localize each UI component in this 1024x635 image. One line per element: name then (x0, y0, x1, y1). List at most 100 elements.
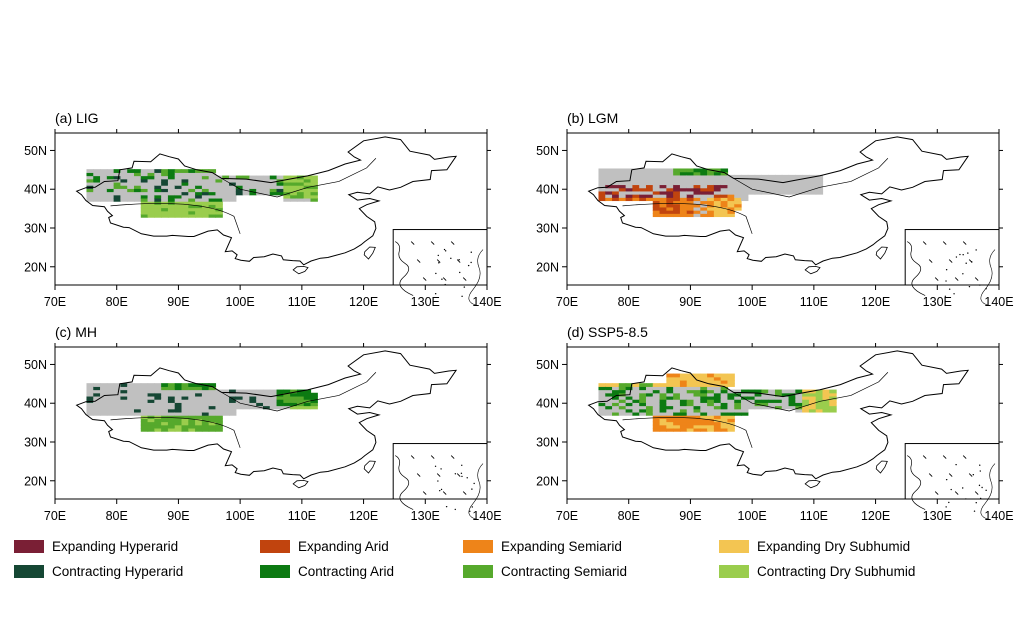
taiwan-outline (363, 460, 376, 474)
dryland-cell (802, 405, 810, 410)
dryland-cell (598, 411, 606, 416)
dryland-cell (693, 203, 701, 208)
dryland-cell (618, 178, 627, 182)
dryland-cell (147, 181, 155, 186)
province-boundary (622, 417, 753, 448)
dryland-cell (249, 399, 257, 403)
dryland-cell (666, 418, 674, 423)
dryland-cell (768, 174, 776, 179)
dryland-cell (673, 395, 681, 400)
dryland-cell (686, 383, 695, 387)
dryland-cell (612, 399, 620, 403)
dryland-cell (106, 408, 115, 413)
legend-item-contracting-arid: Contracting Arid (260, 561, 394, 581)
dryland-cell (167, 421, 176, 426)
dryland-cell (167, 389, 176, 394)
dryland-cell (693, 392, 701, 397)
dryland-cell (269, 402, 278, 407)
dryland-cell (686, 395, 695, 400)
dryland-cell (795, 389, 803, 394)
dryland-cell (707, 197, 715, 202)
dryland-cell (673, 210, 681, 214)
dryland-cell (310, 178, 318, 183)
dryland-cell (598, 168, 606, 173)
dryland-cell (93, 185, 101, 189)
dryland-cell (140, 415, 149, 419)
dryland-cell (208, 411, 217, 416)
dryland-cell (127, 395, 135, 400)
dryland-cell (86, 386, 94, 391)
dryland-cell (679, 386, 688, 391)
dryland-cell (802, 181, 810, 186)
dryland-cell (201, 213, 210, 218)
legend-swatch (260, 564, 290, 578)
dryland-cell (256, 175, 264, 180)
dryland-cell (686, 203, 695, 208)
dryland-cell (808, 178, 817, 182)
province-boundary (733, 157, 889, 198)
dryland-cell (659, 386, 667, 391)
dryland-cell (774, 399, 783, 403)
dryland-cell (296, 399, 305, 403)
lon-tick-label: 130E (923, 509, 952, 523)
dryland-cell (666, 187, 674, 192)
dryland-cell (802, 399, 810, 403)
dryland-cell (133, 386, 142, 391)
dryland-cell (296, 395, 305, 400)
dryland-cell (788, 402, 796, 407)
dryland-cell (666, 427, 674, 432)
taiwan-outline (363, 246, 376, 260)
dryland-cell (174, 408, 183, 413)
dryland-cell (167, 402, 176, 407)
dryland-cell (720, 427, 729, 432)
dryland-cell (707, 386, 715, 391)
dryland-cell (625, 171, 634, 176)
dryland-cell (140, 172, 149, 177)
dryland-cell (652, 203, 661, 208)
dryland-cell (161, 210, 169, 215)
dryland-cell (147, 427, 155, 432)
dryland-cell (201, 188, 210, 193)
dryland-cell (747, 395, 756, 400)
dryland-cell (181, 197, 189, 202)
dryland-cell (822, 392, 830, 397)
dryland-cell (93, 175, 101, 180)
dryland-cell (632, 171, 640, 176)
dryland-cell (154, 191, 162, 196)
dryland-cell (761, 174, 769, 179)
dryland-cell (120, 197, 128, 202)
dryland-cell (598, 190, 606, 195)
dryland-cell (154, 210, 162, 215)
dryland-cell (652, 386, 661, 391)
dryland-cell (632, 197, 640, 202)
dryland-cell (618, 174, 627, 179)
dryland-cell (673, 373, 681, 378)
dryland-cell (147, 418, 155, 423)
dryland-cell (100, 178, 108, 183)
dryland-cell (666, 178, 674, 182)
dryland-cell (605, 395, 613, 400)
dryland-cell (693, 187, 701, 192)
dryland-cell (167, 188, 176, 193)
dryland-cell (262, 405, 271, 410)
lon-tick-label: 90E (679, 509, 701, 523)
dryland-cell (167, 204, 176, 209)
dryland-cell (686, 411, 695, 416)
dryland-cell (310, 197, 318, 202)
dryland-cell (296, 405, 305, 410)
dryland-cell (652, 171, 661, 176)
dryland-cell (188, 421, 196, 426)
lat-tick-label: 40N (24, 183, 47, 197)
dryland-cell (707, 213, 715, 218)
dryland-cell (720, 194, 729, 198)
dryland-cell (113, 411, 122, 416)
dryland-cell (774, 181, 783, 186)
dryland-cell (808, 405, 817, 410)
dryland-cell (720, 197, 729, 202)
dryland-cell (242, 175, 250, 180)
dryland-cell (768, 181, 776, 186)
dryland-cell (140, 194, 149, 199)
dryland-cell (215, 427, 223, 432)
dryland-cell (652, 383, 661, 387)
dryland-cell (815, 399, 824, 403)
